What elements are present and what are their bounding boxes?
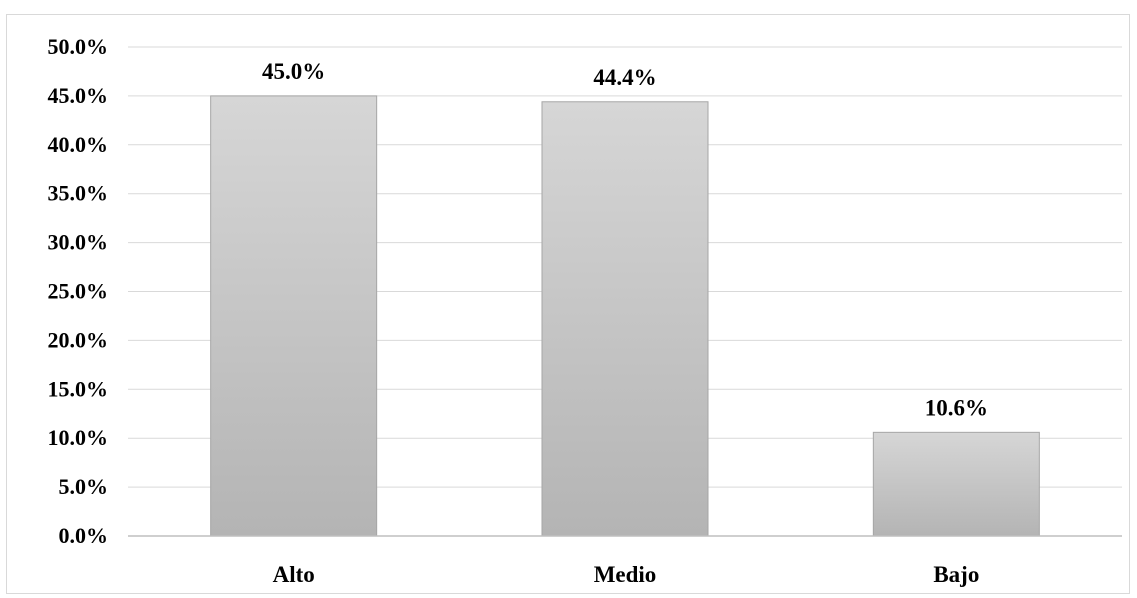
bars <box>210 95 1040 537</box>
x-category-label: Alto <box>273 562 315 587</box>
y-tick-label: 40.0% <box>48 132 109 157</box>
x-category-label: Medio <box>594 562 657 587</box>
bar-medio <box>541 101 709 537</box>
y-tick-label: 20.0% <box>48 327 109 352</box>
y-tick-label: 30.0% <box>48 230 109 255</box>
data-label-alto: 45.0% <box>262 59 325 84</box>
y-tick-label: 35.0% <box>48 181 109 206</box>
data-label-medio: 44.4% <box>593 65 656 90</box>
y-tick-label: 0.0% <box>59 523 109 548</box>
y-tick-label: 10.0% <box>48 425 109 450</box>
y-tick-label: 45.0% <box>48 83 109 108</box>
x-category-label: Bajo <box>933 562 979 587</box>
bar-alto <box>210 95 378 537</box>
bar-bajo <box>872 431 1040 537</box>
y-tick-label: 5.0% <box>59 474 109 499</box>
data-label-bajo: 10.6% <box>925 395 988 420</box>
y-tick-label: 50.0% <box>48 34 109 59</box>
x-axis-category-labels: Alto Medio Bajo <box>273 562 980 587</box>
y-tick-label: 25.0% <box>48 279 109 304</box>
y-axis-tick-labels: 0.0% 5.0% 10.0% 15.0% 20.0% 25.0% 30.0% 35.0% 40… <box>48 34 109 548</box>
data-labels: 45.0% 44.4% 10.6% <box>262 59 988 420</box>
y-tick-label: 15.0% <box>48 376 109 401</box>
